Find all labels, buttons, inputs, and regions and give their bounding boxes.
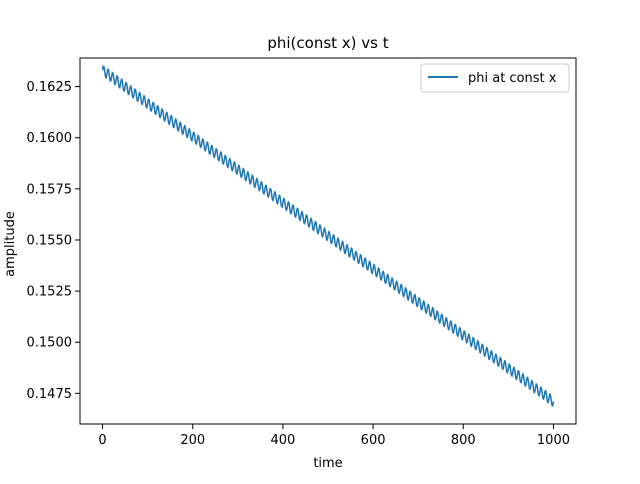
legend-box	[420, 63, 570, 93]
x-tick-label: 1000	[537, 433, 570, 448]
legend-label: phi at const x	[468, 71, 557, 86]
y-axis-label: amplitude	[3, 211, 18, 277]
x-tick-label: 0	[98, 433, 106, 448]
y-axis-ticks: 0.1475 0.1500 0.1525 0.1550 0.1575 0.1600 0.16…	[27, 80, 80, 402]
x-tick-label: 600	[361, 433, 386, 448]
y-tick-label: 0.1600	[27, 131, 73, 146]
y-tick-label: 0.1475	[27, 387, 73, 402]
legend: phi at const x	[420, 63, 570, 93]
x-tick-label: 800	[451, 433, 476, 448]
y-tick-label: 0.1575	[27, 182, 73, 197]
y-tick-label: 0.1550	[27, 233, 73, 248]
series-line-phi-at-const-x	[101, 64, 555, 407]
y-tick-label: 0.1500	[27, 336, 73, 351]
y-tick-label: 0.1625	[27, 80, 73, 95]
plot-area	[79, 57, 577, 425]
y-tick-label: 0.1525	[27, 285, 73, 300]
x-axis-label: time	[313, 456, 342, 471]
chart-title: phi(const x) vs t	[267, 34, 388, 52]
x-axis-ticks: 0 200 400 600 800 1000	[98, 424, 570, 448]
x-tick-label: 400	[270, 433, 295, 448]
x-tick-label: 200	[180, 433, 205, 448]
axes-frame	[79, 57, 577, 425]
